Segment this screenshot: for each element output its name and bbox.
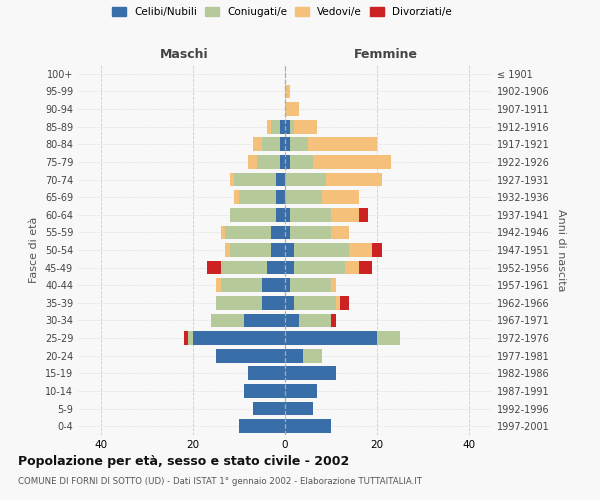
Bar [331, 208, 359, 222]
Bar [280, 155, 285, 169]
Bar [285, 278, 290, 292]
Bar [349, 243, 373, 257]
Bar [304, 349, 322, 362]
Bar [322, 190, 359, 204]
Bar [221, 226, 225, 239]
Bar [253, 138, 262, 151]
Text: Maschi: Maschi [160, 48, 208, 62]
Bar [331, 314, 335, 328]
Bar [294, 296, 335, 310]
Bar [285, 402, 313, 415]
Bar [377, 331, 400, 345]
Bar [290, 208, 331, 222]
Bar [285, 349, 304, 362]
Bar [207, 260, 221, 274]
Bar [257, 155, 280, 169]
Bar [294, 120, 317, 134]
Bar [285, 296, 294, 310]
Bar [340, 296, 349, 310]
Bar [211, 314, 244, 328]
Bar [271, 243, 285, 257]
Bar [290, 155, 313, 169]
Bar [359, 260, 373, 274]
Bar [373, 243, 382, 257]
Bar [285, 190, 322, 204]
Bar [225, 226, 271, 239]
Bar [285, 226, 290, 239]
Text: Popolazione per età, sesso e stato civile - 2002: Popolazione per età, sesso e stato civil… [18, 455, 349, 468]
Bar [331, 278, 335, 292]
Bar [299, 314, 331, 328]
Bar [285, 314, 299, 328]
Bar [235, 190, 239, 204]
Bar [290, 120, 294, 134]
Bar [216, 296, 262, 310]
Bar [262, 278, 285, 292]
Bar [285, 102, 299, 116]
Text: COMUNE DI FORNI DI SOTTO (UD) - Dati ISTAT 1° gennaio 2002 - Elaborazione TUTTAI: COMUNE DI FORNI DI SOTTO (UD) - Dati IST… [18, 478, 422, 486]
Bar [248, 155, 257, 169]
Y-axis label: Anni di nascita: Anni di nascita [556, 209, 566, 291]
Bar [294, 260, 345, 274]
Bar [271, 226, 285, 239]
Bar [230, 172, 235, 186]
Bar [221, 260, 266, 274]
Bar [262, 296, 285, 310]
Text: Femmine: Femmine [354, 48, 418, 62]
Bar [285, 138, 290, 151]
Bar [285, 155, 290, 169]
Bar [225, 243, 230, 257]
Bar [230, 243, 271, 257]
Bar [239, 420, 285, 433]
Bar [285, 172, 326, 186]
Bar [285, 208, 290, 222]
Y-axis label: Fasce di età: Fasce di età [29, 217, 39, 283]
Bar [359, 208, 368, 222]
Bar [345, 260, 359, 274]
Bar [331, 226, 349, 239]
Bar [244, 384, 285, 398]
Bar [285, 331, 377, 345]
Bar [280, 120, 285, 134]
Bar [290, 278, 331, 292]
Bar [216, 278, 221, 292]
Bar [216, 349, 285, 362]
Bar [235, 172, 276, 186]
Bar [239, 190, 276, 204]
Bar [313, 155, 391, 169]
Bar [188, 331, 193, 345]
Bar [285, 84, 290, 98]
Bar [230, 208, 276, 222]
Bar [285, 420, 331, 433]
Bar [184, 331, 188, 345]
Bar [253, 402, 285, 415]
Bar [280, 138, 285, 151]
Bar [326, 172, 382, 186]
Bar [266, 260, 285, 274]
Bar [285, 120, 290, 134]
Bar [285, 243, 294, 257]
Bar [294, 243, 349, 257]
Bar [193, 331, 285, 345]
Bar [335, 296, 340, 310]
Bar [244, 314, 285, 328]
Bar [266, 120, 271, 134]
Bar [308, 138, 377, 151]
Bar [285, 260, 294, 274]
Bar [285, 366, 335, 380]
Bar [290, 226, 331, 239]
Bar [221, 278, 262, 292]
Bar [285, 384, 317, 398]
Bar [290, 138, 308, 151]
Bar [276, 190, 285, 204]
Bar [248, 366, 285, 380]
Bar [262, 138, 280, 151]
Bar [271, 120, 280, 134]
Bar [276, 172, 285, 186]
Legend: Celibi/Nubili, Coniugati/e, Vedovi/e, Divorziati/e: Celibi/Nubili, Coniugati/e, Vedovi/e, Di… [108, 2, 456, 22]
Bar [276, 208, 285, 222]
